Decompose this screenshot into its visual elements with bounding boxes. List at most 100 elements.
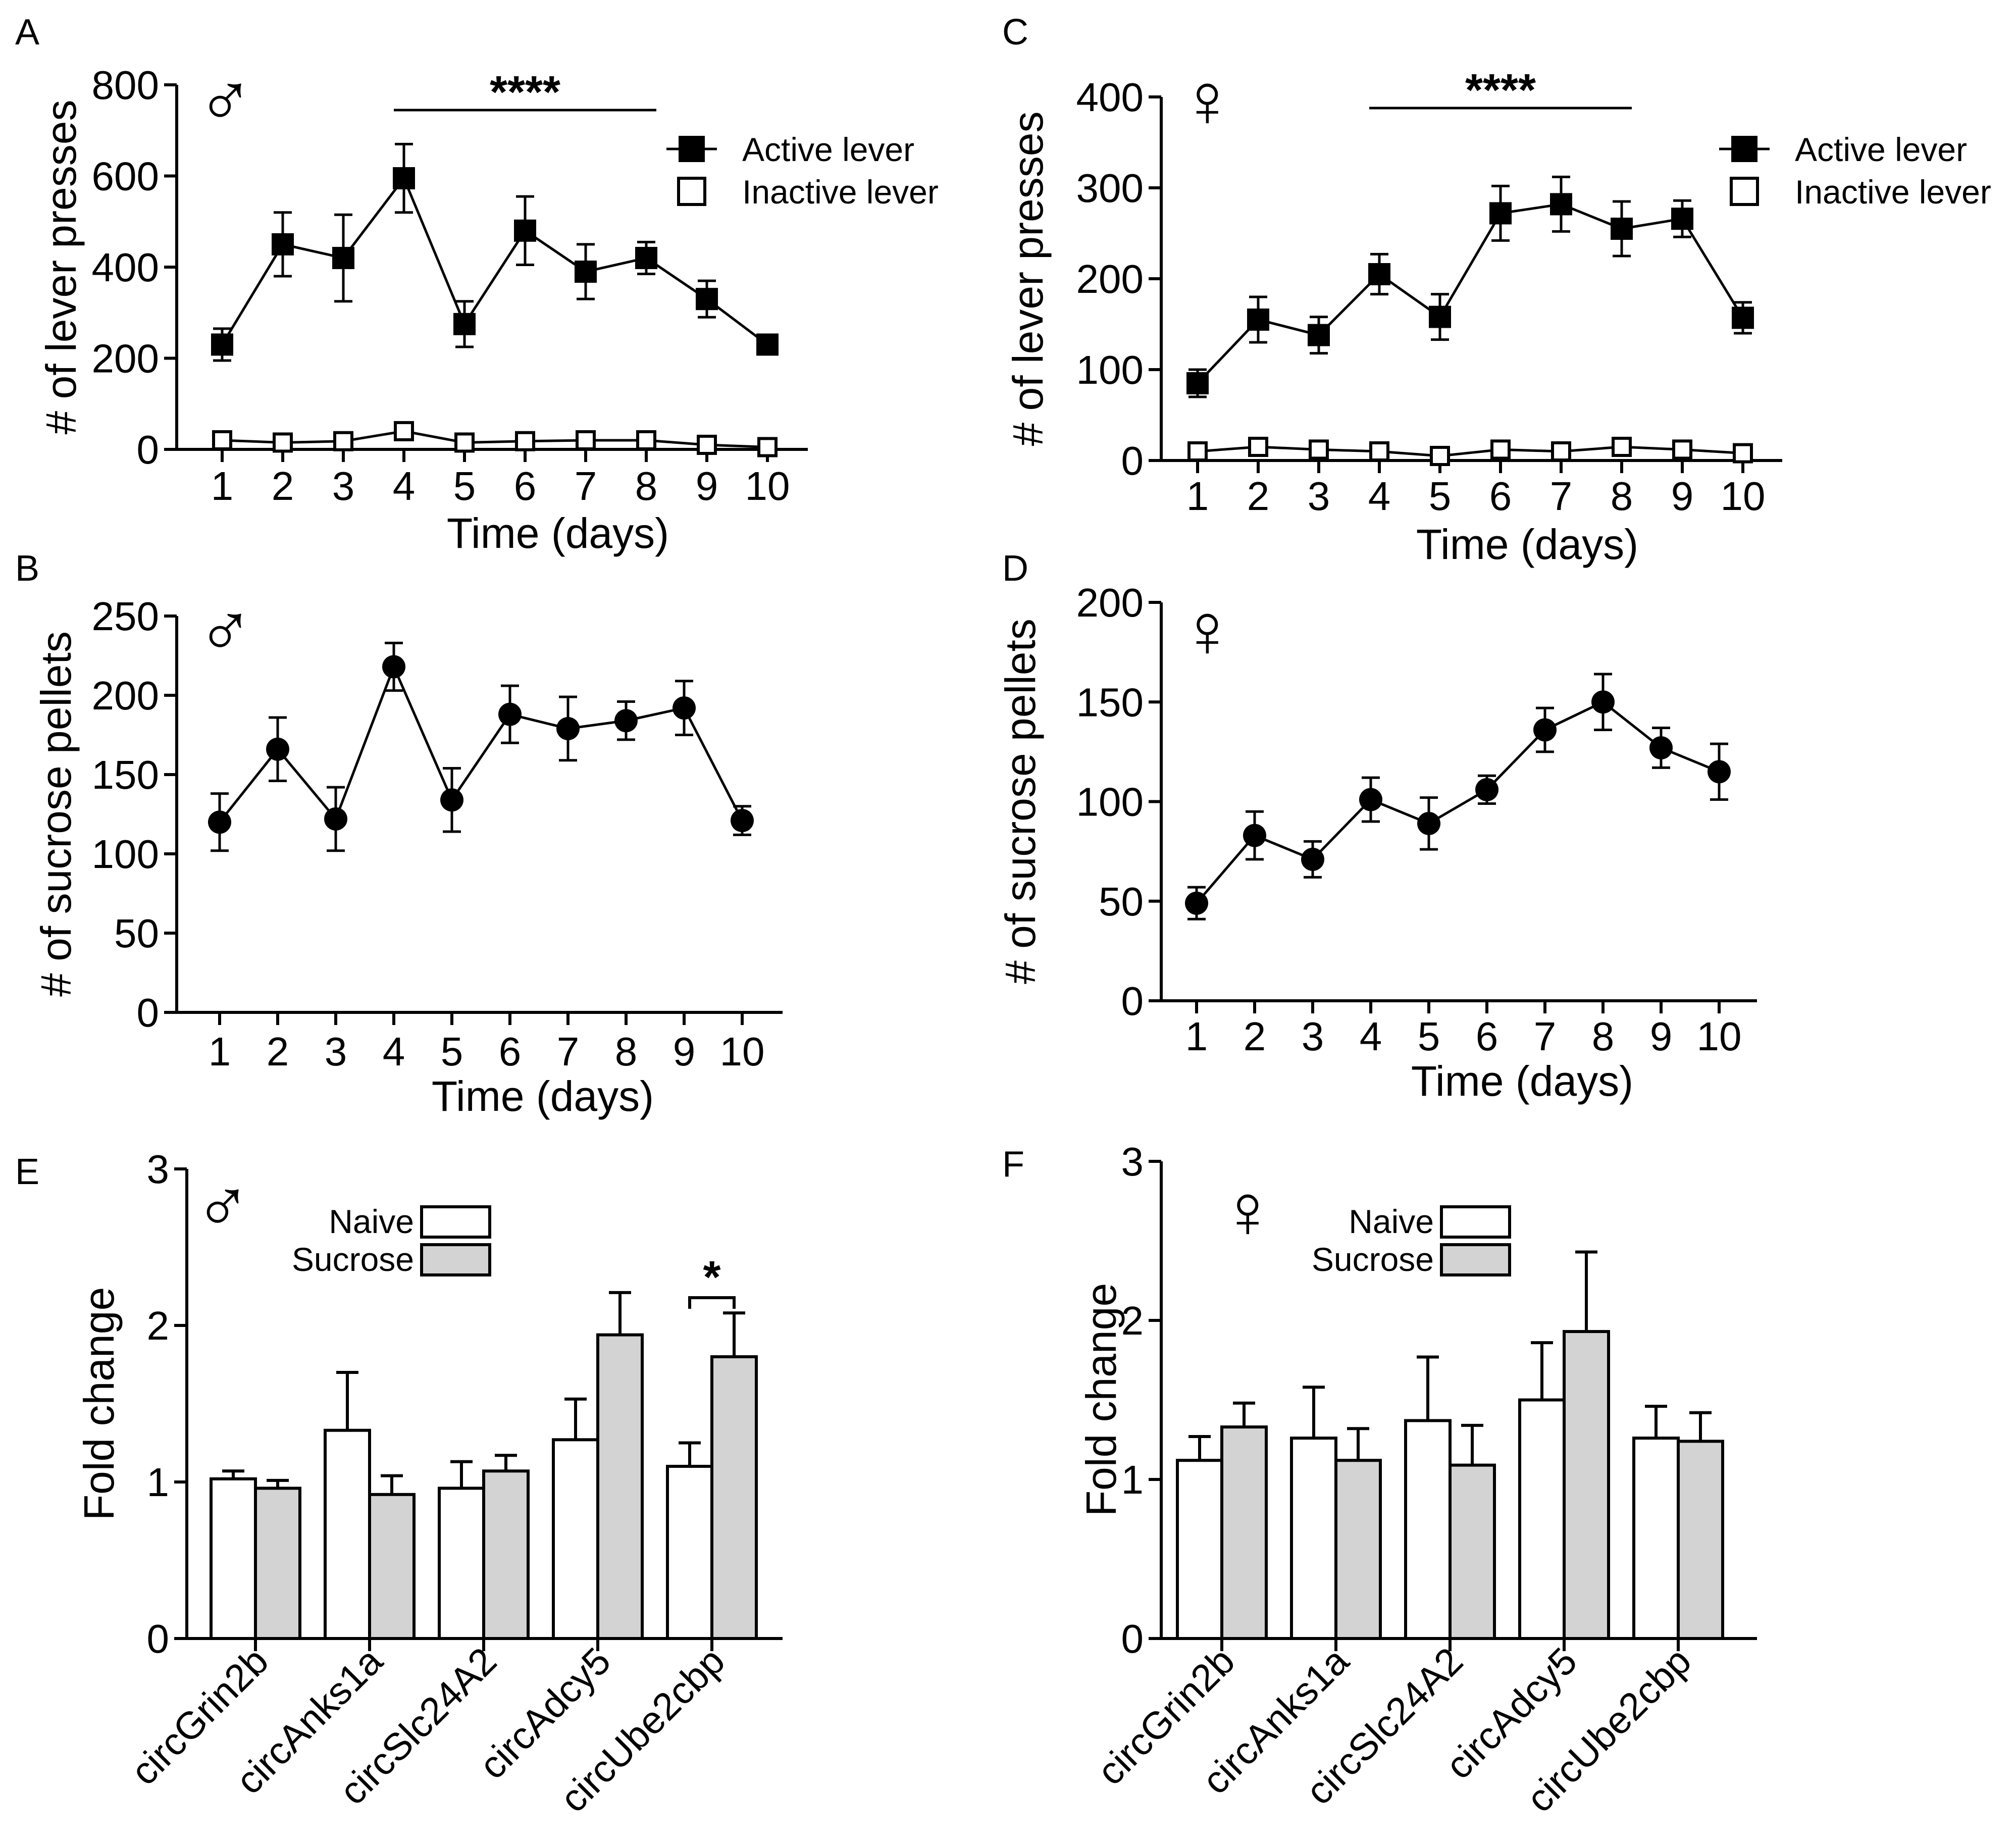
data-point — [1186, 372, 1209, 394]
significance-label-A: **** — [490, 67, 560, 118]
y-tick-label-E: 0 — [147, 1616, 170, 1661]
data-point — [1187, 441, 1208, 462]
data-point — [211, 333, 233, 356]
series-line-C-0 — [1197, 202, 1744, 384]
x-tick-label-D: 3 — [1302, 1014, 1324, 1059]
panel-F: 0123circGrin2bcircAnks1acircSlc24A2circA… — [1002, 1139, 1757, 1821]
x-tick-label-D: 2 — [1244, 1014, 1266, 1059]
data-point — [453, 313, 476, 335]
bar-naive — [210, 1477, 257, 1641]
y-tick-label-A: 600 — [92, 154, 159, 199]
data-point — [635, 246, 657, 269]
y-tick-label-A: 200 — [92, 336, 159, 381]
legend-marker — [1730, 177, 1759, 206]
data-point — [272, 233, 294, 255]
data-point — [273, 432, 293, 453]
data-point — [1489, 202, 1512, 225]
data-point — [440, 788, 463, 812]
y-tick-label-B: 200 — [92, 673, 159, 718]
y-axis-label-D: # of sucrose pellets — [997, 619, 1044, 984]
y-axis-label-F: Fold change — [1077, 1283, 1125, 1516]
x-tick-label-A: 4 — [393, 464, 416, 508]
sex-symbol-A: ♂ — [197, 58, 254, 142]
legend-swatch — [1440, 1243, 1511, 1276]
x-tick-label-D: 4 — [1360, 1014, 1382, 1059]
x-tick-label-C: 2 — [1247, 474, 1270, 519]
x-tick-label-A: 2 — [272, 464, 294, 508]
sex-symbol-C: ♀ — [1179, 58, 1236, 142]
sex-symbol-B: ♂ — [197, 588, 254, 673]
x-tick-label-D: 10 — [1697, 1014, 1742, 1059]
data-point — [1369, 441, 1389, 462]
bar-naive — [1404, 1419, 1452, 1640]
y-tick-label-D: 100 — [1076, 780, 1144, 825]
data-point — [208, 810, 231, 834]
y-tick-label-C: 200 — [1076, 257, 1144, 301]
data-point — [266, 737, 289, 761]
data-point — [576, 430, 596, 450]
data-point — [696, 288, 718, 311]
legend-marker — [1731, 136, 1757, 162]
x-axis-label-B: Time (days) — [432, 1072, 654, 1120]
significance-label-E: * — [703, 1252, 720, 1303]
data-point — [1708, 760, 1731, 784]
data-point — [757, 437, 778, 457]
x-tick-label-C: 1 — [1186, 474, 1209, 519]
y-tick-label-B: 100 — [92, 832, 159, 877]
bar-naive — [1176, 1459, 1223, 1640]
data-point — [1591, 690, 1615, 714]
legend-label-A: Active lever — [742, 131, 914, 168]
x-tick-label-C: 8 — [1611, 474, 1633, 519]
bar-sucrose — [710, 1355, 758, 1640]
data-point — [1243, 824, 1266, 847]
data-point — [673, 696, 696, 720]
x-tick-label-B: 6 — [499, 1029, 522, 1074]
x-axis-label-A: Time (days) — [447, 509, 669, 557]
x-tick-label-A: 1 — [211, 464, 234, 508]
y-tick-label-D: 150 — [1076, 680, 1144, 725]
x-tick-label-A: 8 — [635, 464, 658, 508]
data-point — [1533, 718, 1557, 742]
legend-label-F: Naive — [1349, 1203, 1434, 1240]
data-point — [756, 333, 779, 356]
x-tick-label-C: 10 — [1721, 474, 1766, 519]
y-tick-label-F: 3 — [1121, 1139, 1144, 1184]
data-point — [1671, 208, 1693, 230]
x-tick-label-B: 9 — [673, 1029, 696, 1074]
x-tick-label-B: 2 — [267, 1029, 289, 1074]
y-tick-label-B: 250 — [92, 594, 159, 639]
bar-naive — [438, 1487, 485, 1640]
y-tick-label-E: 3 — [147, 1147, 170, 1192]
sex-symbol-D: ♀ — [1179, 588, 1236, 673]
data-point — [1308, 324, 1330, 346]
data-point — [1417, 811, 1440, 835]
bar-sucrose — [1334, 1459, 1382, 1640]
x-tick-label-C: 7 — [1550, 474, 1573, 519]
data-point — [1359, 788, 1382, 811]
x-tick-label-D: 9 — [1650, 1014, 1673, 1059]
data-point — [556, 717, 580, 740]
x-tick-label-A: 7 — [575, 464, 597, 508]
data-point — [1490, 439, 1511, 460]
data-point — [1247, 309, 1269, 331]
series-line-A-1 — [222, 430, 768, 448]
panel-E: 0123circGrin2bcircAnks1acircSlc24A2circA… — [15, 1147, 783, 1821]
y-tick-label-B: 0 — [137, 990, 160, 1035]
panel-letter-A: A — [15, 12, 39, 53]
data-point — [1430, 446, 1450, 466]
legend-swatch — [1440, 1205, 1511, 1239]
data-point — [1551, 441, 1571, 462]
x-tick-label-B: 4 — [383, 1029, 405, 1074]
x-tick-label-B: 3 — [325, 1029, 347, 1074]
x-tick-label-D: 6 — [1476, 1014, 1498, 1059]
data-point — [1475, 778, 1498, 801]
series-line-D-0 — [1196, 700, 1720, 904]
data-point — [1733, 443, 1753, 464]
panel-letter-E: E — [15, 1152, 39, 1192]
data-point — [212, 430, 232, 450]
data-point — [394, 421, 414, 441]
data-point — [393, 167, 415, 190]
bar-sucrose — [1449, 1463, 1496, 1640]
y-axis-label-B: # of sucrose pellets — [32, 631, 80, 997]
bar-naive — [324, 1428, 371, 1640]
